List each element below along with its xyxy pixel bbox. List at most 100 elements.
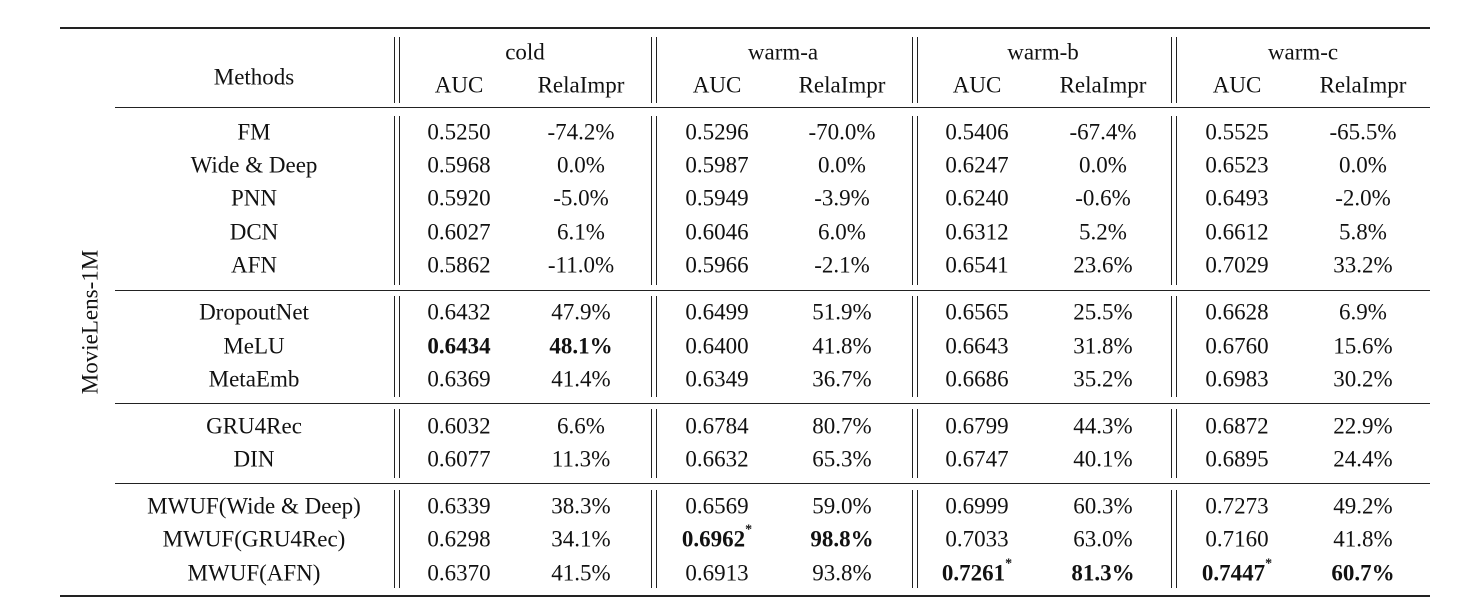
column-separator [651,490,653,588]
column-separator [394,37,396,103]
relaimpr-value: -65.5% [1329,121,1396,144]
cell-text: 22.9% [1333,413,1393,439]
relaimpr-value: 41.8% [812,335,871,358]
column-separator [1171,490,1173,588]
relaimpr-value: 65.3% [812,448,871,471]
cell-text: 5.8% [1339,219,1387,245]
cell-text: 0.5525 [1205,119,1269,145]
auc-value: 0.6312 [945,221,1008,244]
method-name: FM [237,119,271,145]
cell-text: 65.3% [812,446,872,472]
cell-text: 33.2% [1333,252,1393,278]
relaimpr-value: 22.9% [1333,415,1392,438]
relaimpr-value: 41.4% [551,368,610,391]
relaimpr-value: 33.2% [1333,254,1392,277]
methods-header: Methods [213,64,295,90]
auc-value: 0.6240 [945,187,1008,210]
relaimpr-value: 34.1% [551,528,610,551]
column-separator [656,490,658,588]
column-separator [912,490,914,588]
auc-value: 0.6983 [1205,368,1268,391]
cell-text: 51.9% [812,299,872,325]
group-rule [115,403,1430,405]
column-separator [399,296,401,397]
cell-text: 5.2% [1079,219,1127,245]
cell-text: 80.7% [812,413,872,439]
cell-text: 0.6370 [427,560,491,586]
column-separator [917,409,919,478]
cell-text: 0.5987 [685,152,749,178]
relaimpr-header: RelaImpr [1059,72,1147,98]
method-name: MWUF(AFN) [187,560,321,586]
cell-text: 36.7% [812,366,872,392]
relaimpr-value: 6.0% [818,221,866,244]
cell-text: 60.7% [1331,560,1395,586]
auc-value: 0.5406 [945,121,1008,144]
relaimpr-value: 98.8% [810,528,873,551]
cell-text: 0.6400 [685,333,749,359]
auc-value: 0.7033 [945,528,1008,551]
cell-text: -5.0% [553,185,609,211]
method-name: Wide & Deep [190,152,318,178]
cell-text: 0.6432 [427,299,491,325]
cell-text: 47.9% [551,299,611,325]
relaimpr-value: 31.8% [1073,335,1132,358]
auc-value: 0.6872 [1205,415,1268,438]
group-header-cold: cold [505,39,545,65]
relaimpr-value: -3.9% [814,187,870,210]
cell-text: 0.0% [1339,152,1387,178]
auc-value: 0.6499 [685,301,748,324]
cell-text: 60.3% [1073,493,1133,519]
auc-value: 0.6565 [945,301,1008,324]
cell-text: 0.5862 [427,252,491,278]
column-separator [651,37,653,103]
group-rule [115,483,1430,485]
cell-text: 0.6541 [945,252,1009,278]
cell-text: 0.6643 [945,333,1009,359]
cell-text: 44.3% [1073,413,1133,439]
significance-marker: * [1005,556,1013,572]
cell-text: 0.5949 [685,185,749,211]
relaimpr-value: 25.5% [1073,301,1132,324]
auc-header: AUC [434,72,484,98]
cell-text: 0.6046 [685,219,749,245]
group-header-warm-a: warm-a [747,39,819,65]
column-separator [917,116,919,285]
column-separator [1171,116,1173,285]
cell-text: 0.7447 [1201,560,1266,586]
cell-text: 0.7160 [1205,526,1269,552]
cell-text: 11.3% [551,446,611,472]
cell-text: 0.6523 [1205,152,1269,178]
relaimpr-value: 24.4% [1333,448,1392,471]
relaimpr-value: -0.6% [1075,187,1131,210]
auc-value: 0.6632 [685,448,748,471]
cell-text: 6.0% [818,219,866,245]
auc-value: 0.5920 [427,187,490,210]
relaimpr-value: 47.9% [551,301,610,324]
relaimpr-value: 41.5% [551,562,610,585]
cell-text: 0.6565 [945,299,1009,325]
cell-text: 0.7029 [1205,252,1269,278]
relaimpr-value: 63.0% [1073,528,1132,551]
cell-text: 0.6312 [945,219,1009,245]
auc-value: 0.5987 [685,154,748,177]
relaimpr-value: 81.3% [1071,562,1134,585]
column-separator [399,490,401,588]
cell-text: 34.1% [551,526,611,552]
relaimpr-value: 48.1% [549,335,612,358]
auc-value: 0.6298 [427,528,490,551]
auc-value: 0.5525 [1205,121,1268,144]
cell-text: 30.2% [1333,366,1393,392]
method-name: MeLU [223,333,285,359]
relaimpr-value: -5.0% [553,187,609,210]
cell-text: -2.0% [1335,185,1391,211]
column-separator [394,116,396,285]
relaimpr-value: 5.2% [1079,221,1127,244]
cell-text: 0.6027 [427,219,491,245]
cell-text: -74.2% [547,119,615,145]
cell-text: 0.6369 [427,366,491,392]
column-separator [912,296,914,397]
auc-value: 0.6339 [427,495,490,518]
method-name: MetaEmb [208,366,300,392]
